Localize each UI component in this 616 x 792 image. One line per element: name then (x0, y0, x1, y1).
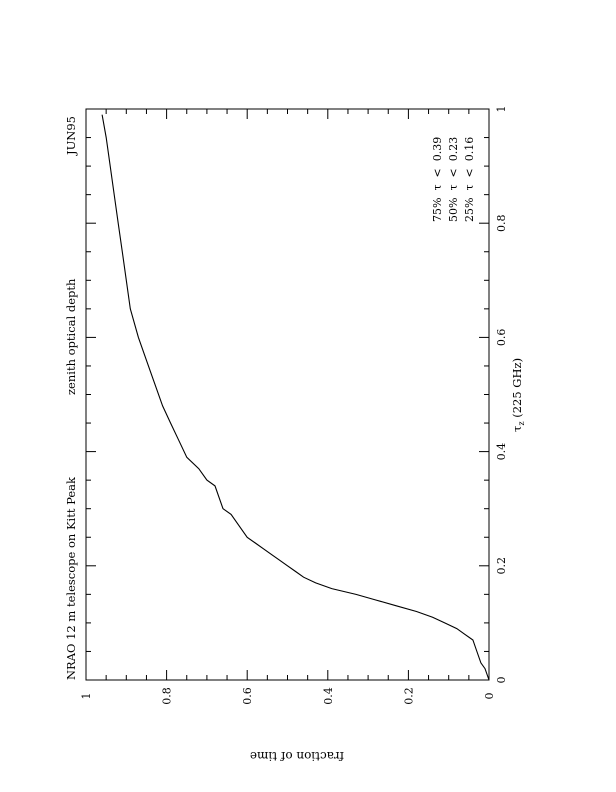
tick-group (85, 108, 490, 681)
y-tick-label: 0.8 (161, 687, 174, 705)
y-tick-label: 0.6 (241, 687, 254, 705)
y-tick-label: 0.4 (322, 687, 335, 705)
chart-period: JUN95 (64, 116, 78, 156)
x-axis-label: τz (225 GHz) (510, 358, 526, 432)
tick-label-group: 0 0.2 0.4 0.6 0.8 1 0 0.2 0.4 0.6 0.8 1 (80, 106, 508, 705)
x-tick-label: 0.8 (495, 214, 508, 232)
chart-title: NRAO 12 m telescope on Kitt Peak (64, 476, 78, 680)
x-tick-label: 0.6 (495, 329, 508, 347)
series-line (101, 114, 490, 681)
annotation-50: 50% τ < 0.23 (447, 137, 460, 222)
annotation-75: 75% τ < 0.39 (431, 137, 444, 222)
y-tick-label: 0.2 (402, 687, 415, 705)
chart-subtitle: zenith optical depth (64, 278, 78, 395)
plot-frame (85, 108, 490, 681)
x-tick-label: 0 (495, 677, 508, 684)
y-tick-label: 0 (483, 693, 496, 700)
y-tick-label: 1 (80, 693, 93, 700)
y-axis-label: fraction of time (250, 749, 344, 763)
annotation-25: 25% τ < 0.16 (463, 137, 476, 222)
x-tick-label: 0.2 (495, 557, 508, 575)
x-tick-label: 0.4 (495, 443, 508, 461)
x-tick-label: 1 (495, 106, 508, 113)
